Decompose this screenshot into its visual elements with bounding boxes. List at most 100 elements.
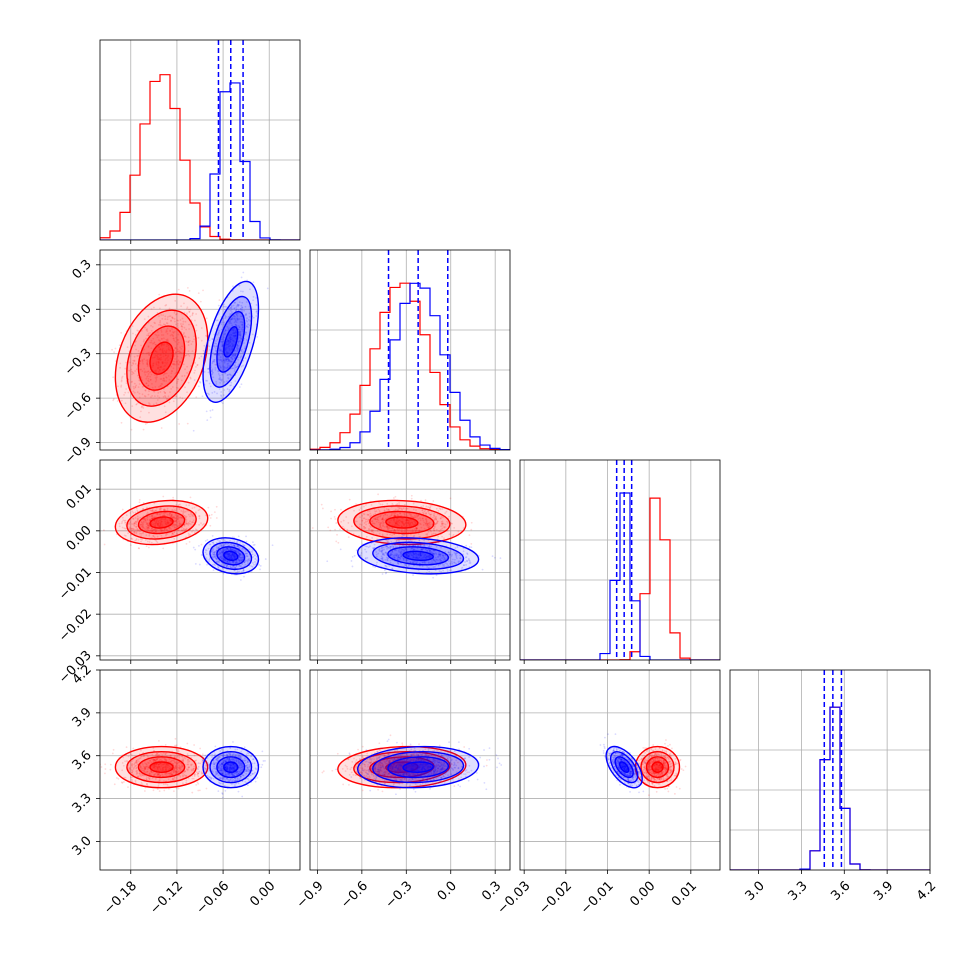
scatter-point (133, 524, 136, 527)
scatter-point (236, 540, 239, 542)
scatter-point (241, 549, 244, 551)
scatter-point (225, 553, 228, 556)
scatter-point (228, 349, 231, 352)
scatter-point (164, 521, 167, 524)
scatter-point (236, 350, 238, 353)
scatter-point (163, 380, 166, 383)
scatter-point (181, 516, 184, 519)
scatter-point (173, 790, 175, 793)
scatter-point (200, 327, 203, 329)
scatter-point (189, 533, 191, 536)
scatter-point (141, 370, 144, 373)
scatter-point (218, 561, 220, 564)
scatter-point (174, 514, 177, 516)
scatter-point (149, 529, 152, 532)
scatter-point (131, 370, 133, 373)
scatter-point (154, 531, 157, 533)
scatter-point (175, 386, 178, 389)
scatter-point (180, 323, 182, 325)
scatter-point (169, 520, 172, 523)
scatter-point (173, 362, 176, 365)
scatter-point (159, 359, 162, 362)
scatter-point (235, 308, 238, 311)
scatter-point (173, 360, 175, 363)
scatter-point (166, 519, 169, 522)
scatter-point (228, 554, 231, 557)
scatter-point (330, 517, 332, 520)
scatter-point (225, 346, 227, 349)
scatter-point (251, 551, 254, 553)
scatter-point (232, 332, 235, 335)
scatter-point (236, 344, 239, 347)
scatter-point (209, 543, 212, 546)
scatter-point (326, 560, 329, 563)
scatter-point (234, 364, 237, 367)
scatter-point (163, 527, 166, 530)
scatter-point (192, 429, 195, 432)
scatter-point (229, 557, 231, 560)
scatter-point (222, 394, 225, 397)
scatter-point (245, 301, 248, 303)
scatter-point (193, 379, 196, 381)
scatter-point (244, 347, 246, 349)
scatter-point (124, 535, 127, 537)
scatter-point (155, 374, 158, 377)
scatter-point (237, 340, 240, 343)
scatter-point (166, 332, 169, 335)
scatter-point (120, 421, 123, 424)
scatter-point (235, 313, 238, 316)
scatter-point (334, 508, 336, 511)
scatter-point (231, 342, 234, 345)
scatter-point (155, 531, 158, 534)
scatter-point (193, 744, 196, 746)
scatter-point (136, 355, 139, 357)
scatter-point (252, 562, 254, 564)
scatter-point (158, 513, 161, 515)
scatter-point (231, 316, 234, 319)
scatter-point (194, 531, 196, 534)
scatter-point (150, 517, 153, 520)
scatter-point (237, 340, 240, 343)
scatter-point (167, 359, 169, 362)
scatter-point (161, 369, 164, 371)
scatter-point (147, 373, 150, 375)
scatter-point (237, 328, 240, 331)
scatter-point (481, 568, 484, 571)
scatter-point (165, 304, 168, 306)
scatter-point (159, 348, 162, 351)
scatter-point (238, 546, 241, 549)
scatter-point (172, 335, 175, 338)
scatter-point (160, 534, 163, 537)
scatter-point (229, 344, 232, 347)
scatter-point (222, 359, 225, 362)
scatter-point (142, 502, 145, 504)
scatter-point (221, 350, 223, 352)
scatter-point (139, 532, 141, 535)
scatter-point (159, 524, 161, 527)
scatter-point (176, 525, 179, 528)
scatter-point (129, 533, 132, 536)
scatter-point (227, 566, 230, 568)
scatter-point (166, 521, 169, 524)
scatter-point (240, 328, 243, 331)
scatter-point (120, 377, 123, 379)
scatter-point (146, 540, 149, 543)
scatter-point (146, 330, 149, 332)
scatter-point (321, 507, 324, 510)
scatter-point (168, 526, 171, 529)
scatter-point (196, 364, 199, 367)
scatter-point (135, 403, 138, 406)
scatter-point (176, 355, 179, 358)
scatter-point (240, 383, 243, 386)
scatter-point (152, 363, 154, 365)
scatter-point (266, 287, 269, 290)
scatter-point (129, 355, 132, 357)
scatter-point (138, 530, 141, 533)
scatter-point (156, 519, 158, 522)
scatter-point (174, 358, 177, 360)
scatter-point (229, 555, 231, 558)
scatter-point (171, 363, 174, 366)
scatter-point (171, 328, 173, 330)
scatter-point (162, 323, 165, 326)
scatter-point (157, 358, 160, 360)
